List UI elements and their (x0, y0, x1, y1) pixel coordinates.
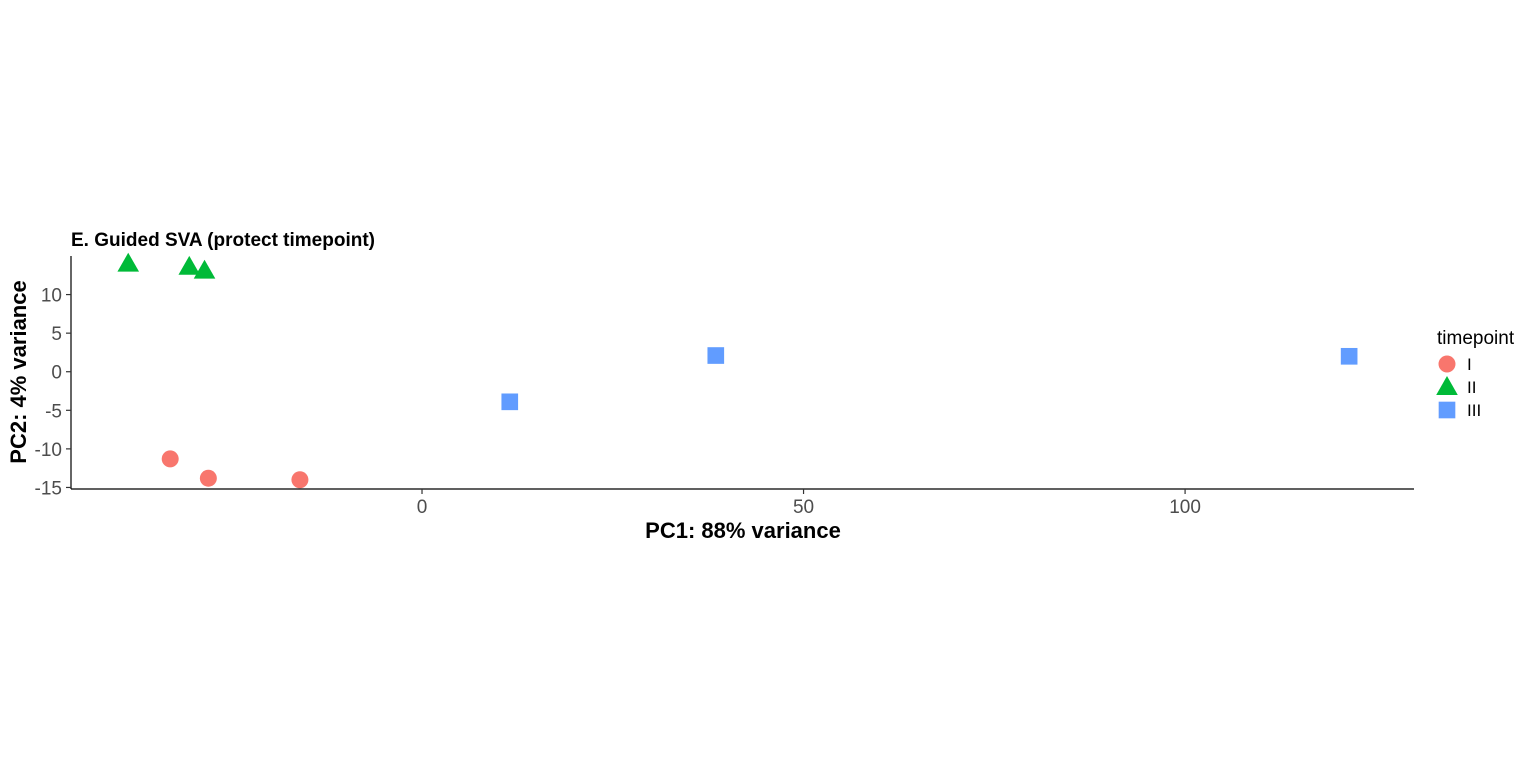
y-axis: 10 5 0 -5 -10 -15 (35, 256, 72, 499)
data-point-square (1340, 347, 1358, 365)
legend-key-triangle (1436, 376, 1458, 395)
x-tick-label: 0 (417, 497, 428, 518)
x-axis-title: PC1: 88% variance (645, 518, 841, 543)
y-tick-label: 0 (51, 363, 62, 384)
plot-area (117, 252, 1358, 489)
legend-key-circle (1438, 355, 1456, 373)
series-III (501, 347, 1358, 411)
x-tick-label: 100 (1169, 497, 1201, 518)
legend-item: III (1438, 401, 1481, 420)
data-point-triangle (178, 255, 201, 275)
data-point-circle (199, 469, 217, 487)
legend-label: III (1467, 401, 1481, 420)
data-point-square (501, 393, 519, 411)
y-tick-label: 5 (51, 324, 62, 345)
data-point-triangle (117, 252, 140, 272)
x-tick-label: 50 (793, 497, 814, 518)
y-tick-label: -10 (35, 440, 62, 461)
y-tick-label: 10 (41, 286, 62, 307)
legend-label: II (1467, 378, 1476, 397)
y-tick-label: -5 (45, 401, 62, 422)
legend-item: I (1438, 355, 1472, 374)
data-point-triangle (193, 259, 216, 279)
x-axis: 0 50 100 (71, 488, 1414, 518)
legend-item: II (1436, 376, 1476, 397)
legend-label: I (1467, 355, 1472, 374)
data-point-circle (291, 471, 309, 489)
data-point-circle (161, 450, 179, 468)
legend-title: timepoint (1437, 328, 1515, 349)
chart-title: E. Guided SVA (protect timepoint) (71, 230, 375, 251)
y-tick-label: -15 (35, 478, 62, 499)
legend-key-square (1438, 401, 1456, 419)
data-point-square (707, 347, 725, 364)
series-II (117, 252, 216, 279)
series-I (161, 450, 309, 489)
y-axis-title: PC2: 4% variance (6, 280, 31, 463)
